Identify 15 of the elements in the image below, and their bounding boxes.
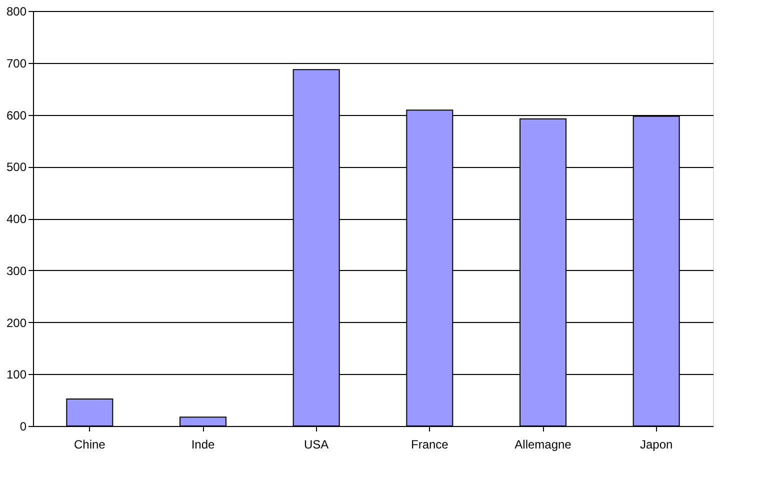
x-tick-label: Inde bbox=[191, 438, 215, 452]
x-tick-label: Chine bbox=[74, 438, 106, 452]
x-tick-label: USA bbox=[304, 438, 329, 452]
y-tick-label: 700 bbox=[6, 56, 27, 70]
x-tick-label: Japon bbox=[640, 438, 673, 452]
x-tick-label: France bbox=[410, 438, 449, 452]
y-tick-label: 600 bbox=[6, 108, 27, 122]
y-tick-label: 800 bbox=[6, 4, 27, 18]
y-tick-label: 0 bbox=[20, 420, 27, 434]
y-tick-label: 200 bbox=[6, 316, 27, 330]
y-tick-label: 100 bbox=[6, 368, 27, 382]
y-tick-label: 400 bbox=[6, 212, 27, 226]
y-tick-label: 300 bbox=[6, 264, 27, 278]
y-tick-label: 500 bbox=[6, 160, 27, 174]
x-tick-label: Allemagne bbox=[514, 438, 572, 452]
